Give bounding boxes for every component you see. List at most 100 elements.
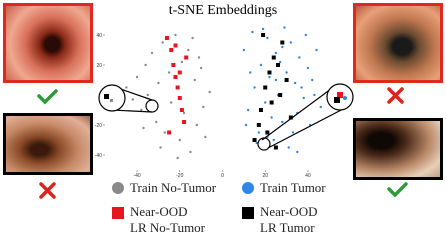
point xyxy=(293,81,297,85)
point xyxy=(144,63,147,67)
point xyxy=(157,81,160,85)
point xyxy=(173,75,178,79)
point xyxy=(289,41,293,44)
point xyxy=(142,126,145,130)
x-tick-label: 40 xyxy=(305,173,311,179)
point xyxy=(272,138,275,142)
point xyxy=(155,120,158,124)
point xyxy=(296,150,299,154)
point xyxy=(184,55,189,60)
point xyxy=(163,131,167,134)
point xyxy=(278,60,282,64)
legend-marker xyxy=(112,182,124,194)
y-tick-label: 40 xyxy=(96,33,102,39)
point xyxy=(173,43,178,48)
point xyxy=(306,66,310,70)
point xyxy=(313,93,316,97)
point xyxy=(159,146,162,149)
point xyxy=(193,78,196,82)
point xyxy=(175,85,180,90)
legend-marker xyxy=(112,207,124,219)
point xyxy=(283,26,286,29)
legend-label: Near-OOD LR No-Tumor xyxy=(130,204,206,235)
point xyxy=(167,130,172,135)
point xyxy=(189,150,192,154)
point xyxy=(269,100,274,105)
point xyxy=(171,63,176,67)
point xyxy=(281,120,284,124)
point xyxy=(261,33,266,37)
point xyxy=(178,138,181,142)
point xyxy=(287,146,290,149)
point xyxy=(271,55,276,60)
point xyxy=(266,36,269,40)
point xyxy=(167,71,171,74)
point xyxy=(285,71,288,74)
point xyxy=(291,131,295,134)
point xyxy=(281,45,284,49)
point xyxy=(278,93,283,97)
point xyxy=(280,40,285,45)
point xyxy=(270,116,273,119)
point xyxy=(274,78,278,82)
point xyxy=(255,141,258,145)
point xyxy=(246,108,250,112)
image-top-right xyxy=(353,3,443,83)
point xyxy=(319,105,322,109)
point xyxy=(252,138,257,142)
point xyxy=(300,86,303,89)
point xyxy=(182,120,187,124)
image-bottom-right xyxy=(353,118,443,180)
point xyxy=(315,48,318,52)
point xyxy=(187,48,190,52)
point xyxy=(146,93,149,97)
point xyxy=(195,123,199,127)
point xyxy=(174,33,177,37)
point xyxy=(302,96,305,100)
legend-marker xyxy=(242,182,254,194)
point xyxy=(273,145,278,150)
chart-title: t-SNE Embeddings xyxy=(169,3,278,18)
image-bottom-left xyxy=(3,113,93,175)
point xyxy=(244,123,248,127)
image-top-left xyxy=(3,3,93,83)
point xyxy=(140,108,143,112)
point xyxy=(182,111,186,115)
point xyxy=(197,56,201,59)
y-tick-label: -20 xyxy=(95,123,102,129)
point xyxy=(267,70,272,75)
verdict-icons xyxy=(37,87,408,199)
point xyxy=(164,36,169,40)
legend-marker xyxy=(242,207,254,219)
point xyxy=(135,75,139,79)
zoom-callouts xyxy=(98,83,354,151)
point xyxy=(263,85,268,90)
point xyxy=(177,70,182,75)
legend-label: Train Tumor xyxy=(260,180,326,195)
point xyxy=(311,78,314,82)
legend-label: Near-OOD LR Tumor xyxy=(260,204,318,235)
point xyxy=(259,63,263,67)
point xyxy=(204,135,207,139)
x-tick-label: -40 xyxy=(133,173,140,179)
legend xyxy=(112,182,254,219)
point xyxy=(304,33,308,37)
x-tick-label: 0 xyxy=(221,173,224,179)
point xyxy=(208,90,211,94)
point xyxy=(256,123,261,127)
point xyxy=(176,156,179,160)
point xyxy=(199,66,203,70)
point xyxy=(242,48,246,52)
x-tick-label: -20 xyxy=(176,173,183,179)
point xyxy=(264,101,267,104)
point xyxy=(257,131,261,134)
y-tick-label: 20 xyxy=(96,63,102,69)
plot-area: -40-200204040200-20-40 xyxy=(95,26,322,179)
x-tick-label: 20 xyxy=(262,173,268,179)
point xyxy=(249,71,252,74)
legend-label: Train No-Tumor xyxy=(130,180,217,195)
point xyxy=(258,108,263,112)
point xyxy=(251,30,254,34)
